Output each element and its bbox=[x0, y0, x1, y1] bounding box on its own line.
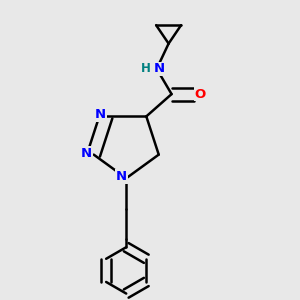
Text: O: O bbox=[195, 88, 206, 100]
Text: N: N bbox=[95, 108, 106, 122]
Text: H: H bbox=[140, 62, 150, 75]
Text: N: N bbox=[116, 170, 127, 183]
Text: N: N bbox=[81, 147, 92, 160]
Text: N: N bbox=[154, 62, 165, 75]
